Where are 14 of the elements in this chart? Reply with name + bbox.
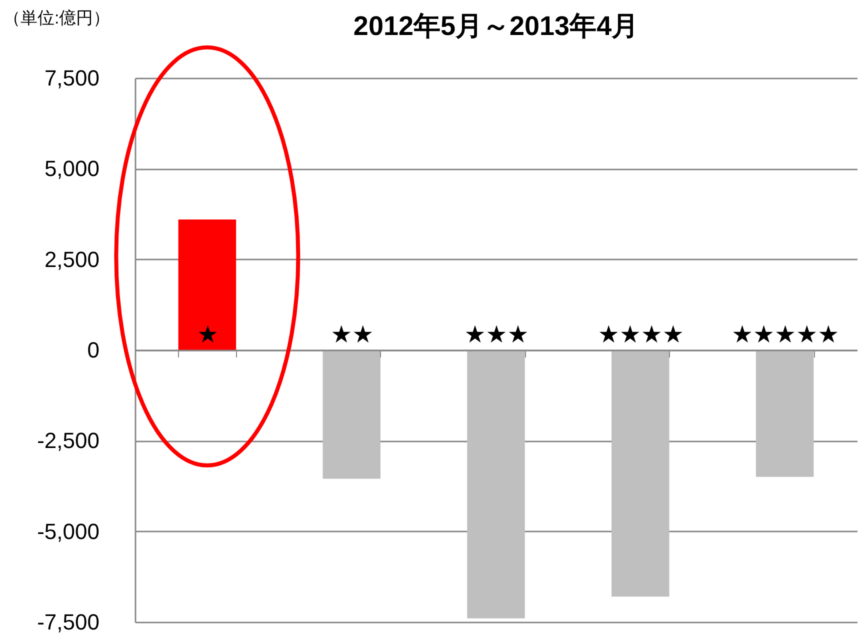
x-tick-label: ★★★★ <box>598 322 684 348</box>
y-tick-label: -7,500 <box>37 610 100 634</box>
y-tick-label: 2,500 <box>44 246 100 272</box>
y-tick-label: 7,500 <box>44 66 100 90</box>
y-tick-label: -5,000 <box>37 518 100 544</box>
y-axis-title: （単位:億円） <box>4 8 110 28</box>
y-tick-label: 5,000 <box>44 156 100 182</box>
x-tick-label: ★★ <box>330 322 374 348</box>
y-tick-label: 0 <box>87 338 100 362</box>
x-tick-label: ★★★★★ <box>732 322 840 348</box>
y-tick-label: -2,500 <box>37 428 100 454</box>
x-tick-label: ★ <box>196 322 218 348</box>
chart-title: 2012年5月～2013年4月 <box>353 11 639 41</box>
x-tick-label: ★★★ <box>464 322 529 348</box>
